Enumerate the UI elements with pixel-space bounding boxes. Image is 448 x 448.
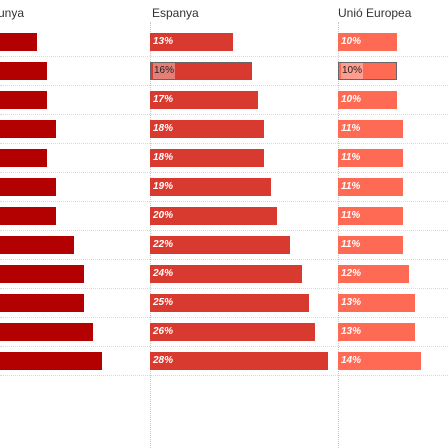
bar[interactable] bbox=[0, 91, 47, 109]
bar[interactable] bbox=[150, 91, 258, 109]
bar[interactable] bbox=[0, 265, 84, 283]
bar[interactable] bbox=[0, 323, 93, 341]
row-divider bbox=[0, 56, 448, 57]
bar[interactable] bbox=[0, 149, 47, 167]
data-label: 26% bbox=[153, 326, 174, 337]
row-divider bbox=[0, 346, 448, 347]
data-label: 11% bbox=[341, 123, 361, 134]
data-label: 18% bbox=[153, 152, 174, 163]
row-divider bbox=[0, 201, 448, 202]
bar[interactable] bbox=[150, 265, 302, 283]
data-label: 12% bbox=[341, 268, 362, 279]
bar[interactable] bbox=[0, 207, 56, 225]
bar[interactable] bbox=[0, 236, 74, 254]
column-header-catalunya: unya bbox=[0, 6, 25, 20]
data-label: 13% bbox=[153, 36, 174, 47]
row-divider bbox=[0, 288, 448, 289]
row-divider bbox=[0, 172, 448, 173]
data-label: 13% bbox=[341, 326, 362, 337]
data-label: 17% bbox=[153, 94, 174, 105]
data-label: 10% bbox=[341, 36, 362, 47]
column-header-espanya: Espanya bbox=[152, 6, 199, 20]
bar[interactable] bbox=[338, 62, 397, 80]
bar[interactable] bbox=[150, 120, 264, 138]
bar[interactable] bbox=[0, 352, 102, 370]
bar[interactable] bbox=[150, 236, 290, 254]
row-divider bbox=[0, 85, 448, 86]
bar[interactable] bbox=[150, 178, 271, 196]
data-label: 24% bbox=[153, 268, 174, 279]
data-label: 11% bbox=[341, 239, 361, 250]
row-divider bbox=[0, 375, 448, 376]
bar[interactable] bbox=[338, 33, 397, 51]
data-label: 28% bbox=[153, 355, 174, 366]
bar[interactable] bbox=[150, 149, 264, 167]
data-label: 11% bbox=[341, 152, 361, 163]
bar[interactable] bbox=[338, 91, 397, 109]
row-divider bbox=[0, 317, 448, 318]
bar[interactable] bbox=[0, 178, 56, 196]
bar[interactable] bbox=[150, 294, 309, 312]
bar[interactable] bbox=[150, 62, 252, 80]
row-divider bbox=[0, 259, 448, 260]
bar[interactable] bbox=[338, 323, 415, 341]
data-label: 13% bbox=[341, 297, 362, 308]
bar[interactable] bbox=[0, 294, 84, 312]
bar[interactable] bbox=[338, 294, 415, 312]
column-header-unio-europea: Unió Europea bbox=[338, 6, 412, 20]
data-label: 22% bbox=[153, 239, 174, 250]
data-label: 10% bbox=[341, 62, 364, 80]
data-label: 11% bbox=[341, 210, 361, 221]
data-label: 10% bbox=[341, 94, 362, 105]
row-divider bbox=[0, 143, 448, 144]
bar[interactable] bbox=[338, 207, 403, 225]
bar[interactable] bbox=[338, 352, 421, 370]
bar[interactable] bbox=[0, 62, 47, 80]
data-label: 16% bbox=[153, 62, 176, 80]
bar[interactable] bbox=[150, 352, 328, 370]
bar[interactable] bbox=[150, 33, 233, 51]
data-label: 14% bbox=[341, 355, 362, 366]
data-label: 25% bbox=[153, 297, 174, 308]
column-divider bbox=[150, 22, 151, 448]
bar[interactable] bbox=[338, 178, 403, 196]
row-divider bbox=[0, 114, 448, 115]
bar[interactable] bbox=[0, 120, 56, 138]
data-label: 18% bbox=[153, 123, 174, 134]
bar[interactable] bbox=[150, 323, 315, 341]
data-label: 19% bbox=[153, 181, 174, 192]
bar[interactable] bbox=[150, 207, 277, 225]
data-label: 11% bbox=[341, 181, 361, 192]
row-divider bbox=[0, 230, 448, 231]
bar[interactable] bbox=[338, 149, 403, 167]
column-divider bbox=[338, 22, 339, 448]
bar[interactable] bbox=[338, 120, 403, 138]
bar[interactable] bbox=[0, 33, 37, 51]
bar[interactable] bbox=[338, 265, 409, 283]
data-label: 20% bbox=[153, 210, 174, 221]
bar[interactable] bbox=[338, 236, 403, 254]
